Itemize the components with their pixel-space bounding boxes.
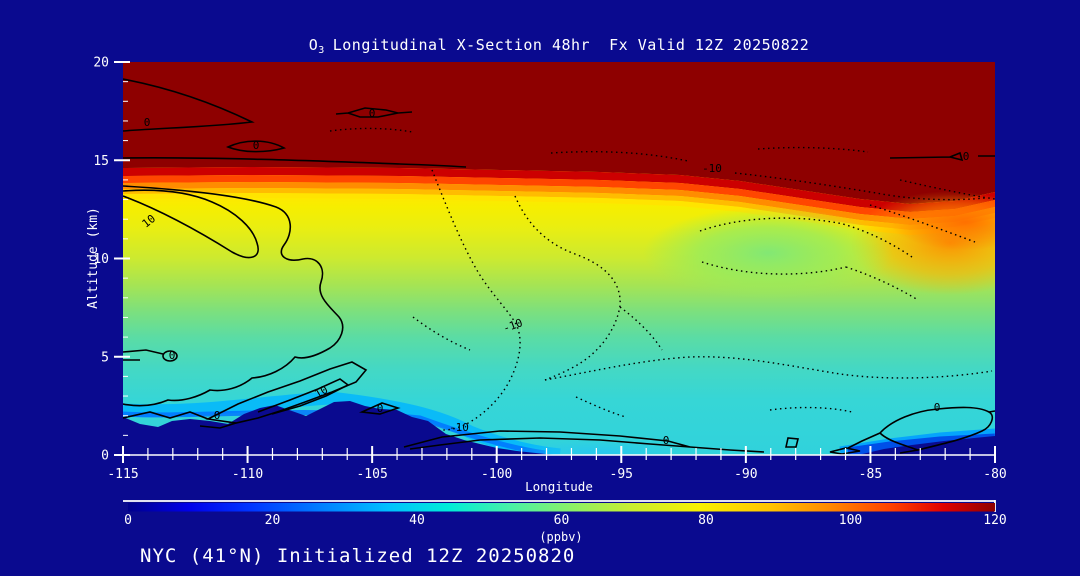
x-tick-label: -95 bbox=[610, 467, 633, 482]
contour-neg10-line bbox=[701, 261, 919, 301]
chart-title-rest: Longitudinal X-Section 48hr Fx Valid 12Z… bbox=[333, 36, 810, 54]
contour-0-line bbox=[785, 437, 800, 448]
colorbar-unit-label: (ppbv) bbox=[539, 530, 582, 544]
x-tick-label: -80 bbox=[983, 467, 1006, 482]
colorbar-tick-label: 0 bbox=[124, 513, 132, 528]
contour-label: 0 bbox=[963, 150, 970, 163]
contour-10-line bbox=[123, 189, 259, 259]
contour-0-line bbox=[889, 151, 995, 162]
green-minimum-pocket bbox=[643, 207, 893, 299]
contour-neg10-line bbox=[550, 151, 689, 162]
y-tick-label: 0 bbox=[101, 449, 109, 464]
contour-label: 0 bbox=[144, 116, 151, 129]
contour-10-line bbox=[257, 378, 350, 415]
contour-neg10-line bbox=[734, 172, 986, 201]
contour-0-line bbox=[829, 447, 861, 455]
contour-label: 0 bbox=[663, 434, 670, 447]
y-tick-label: 15 bbox=[93, 154, 109, 169]
x-axis-title: Longitude bbox=[525, 479, 593, 494]
chart-title-prefix: O bbox=[309, 36, 319, 54]
contour-neg10-line bbox=[899, 179, 995, 200]
dotted-contours bbox=[329, 127, 995, 431]
contour-neg10-line bbox=[431, 169, 521, 431]
contour-label: 0 bbox=[377, 402, 384, 415]
contour-0-line bbox=[123, 185, 344, 407]
contour-0-line bbox=[335, 107, 413, 118]
y-axis-title: Altitude (km) bbox=[86, 207, 101, 309]
colorbar: 0 20 40 60 80 100 120 bbox=[123, 500, 1007, 528]
contour-0-line bbox=[123, 157, 467, 168]
chart-title-subscript: 3 bbox=[318, 45, 325, 56]
colorbar-gradient-strip bbox=[128, 503, 995, 512]
contour-label: 10 bbox=[140, 212, 158, 230]
colorbar-tick-label: 20 bbox=[265, 513, 281, 528]
x-tick-label: -110 bbox=[232, 467, 263, 482]
contour-neg10-line bbox=[619, 306, 663, 351]
contour-label: 0 bbox=[214, 409, 221, 422]
contour-neg10-line bbox=[412, 316, 471, 351]
contour-0-line bbox=[162, 350, 178, 362]
contour-labels: 0 0 0 0 10 0 10 0 0 -10 -10 -10 0 0 bbox=[140, 107, 970, 447]
colorbar-tick-label: 60 bbox=[554, 513, 570, 528]
contour-0-line bbox=[225, 140, 287, 153]
contour-10-line bbox=[205, 361, 368, 424]
contour-0-line bbox=[359, 402, 401, 415]
contour-label: 10 bbox=[312, 383, 330, 401]
contour-neg10-line bbox=[769, 406, 853, 413]
chart-title: O3 Longitudinal X-Section 48hr Fx Valid 1… bbox=[309, 36, 810, 56]
terrain-east bbox=[858, 436, 995, 455]
colorbar-tick-label: 40 bbox=[409, 513, 425, 528]
contour-label: 0 bbox=[934, 401, 941, 414]
contour-neg10-line bbox=[329, 127, 413, 133]
contour-label: 0 bbox=[169, 349, 176, 362]
x-tick-label: -90 bbox=[734, 467, 757, 482]
y-tick-label: 20 bbox=[93, 56, 109, 71]
colorbar-tick-label: 120 bbox=[983, 513, 1006, 528]
x-tick-label: -100 bbox=[481, 467, 512, 482]
contour-neg10-line bbox=[869, 204, 976, 243]
x-tick-label: -115 bbox=[107, 467, 138, 482]
colorbar-tick-label: 80 bbox=[698, 513, 714, 528]
contour-0-line bbox=[123, 411, 237, 429]
y-tick-label: 10 bbox=[93, 252, 109, 267]
contour-0-line bbox=[123, 78, 255, 132]
contour-label: -10 bbox=[449, 421, 469, 434]
colorbar-tick-label: 100 bbox=[839, 513, 862, 528]
footer-annotation: NYC (41°N) Initialized 12Z 20250820 bbox=[140, 545, 575, 567]
contour-0-line bbox=[689, 446, 765, 453]
contour-label: 0 bbox=[253, 139, 260, 152]
solid-contours bbox=[123, 78, 995, 455]
contour-0-line bbox=[123, 349, 164, 361]
contour-neg10-line bbox=[757, 146, 869, 153]
contour-label: -10 bbox=[702, 162, 722, 175]
contour-label: -10 bbox=[501, 316, 524, 335]
contour-0-line bbox=[847, 406, 995, 454]
terrain-west bbox=[123, 401, 560, 455]
x-tick-label: -105 bbox=[356, 467, 387, 482]
y-tick-label: 5 bbox=[101, 350, 109, 365]
contour-field bbox=[123, 62, 995, 455]
contour-neg10-line bbox=[575, 396, 627, 418]
x-tick-label: -85 bbox=[859, 467, 882, 482]
orange-core-patch bbox=[890, 194, 995, 250]
stratosphere-dark-red-region bbox=[123, 62, 995, 204]
contour-neg10-line bbox=[514, 195, 621, 381]
contour-label: 0 bbox=[369, 107, 376, 120]
